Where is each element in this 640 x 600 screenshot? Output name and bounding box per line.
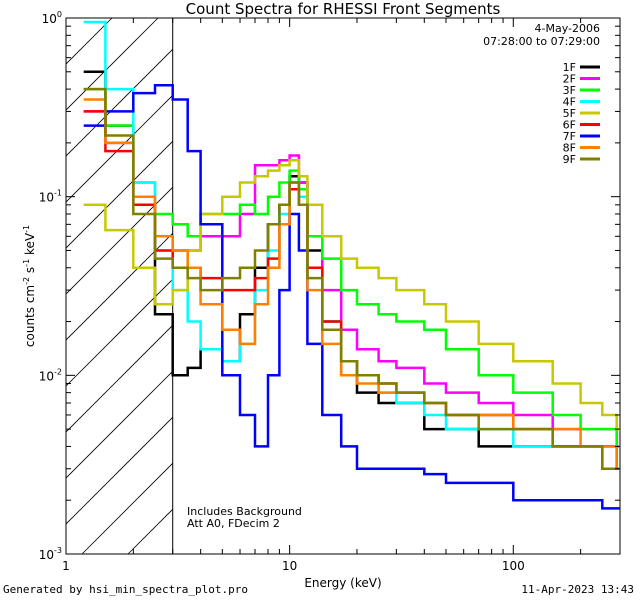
chart-title: Count Spectra for RHESSI Front Segments bbox=[186, 0, 501, 18]
annotation-attenuator: Att A0, FDecim 2 bbox=[187, 517, 280, 530]
legend-label-6f: 6F bbox=[563, 119, 576, 132]
series-line-5f bbox=[83, 158, 620, 431]
footer-generator: Generated by hsi_min_spectra_plot.pro bbox=[3, 583, 249, 596]
legend-label-2f: 2F bbox=[563, 73, 576, 86]
series-line-4f bbox=[83, 20, 620, 471]
legend-label-7f: 7F bbox=[563, 130, 576, 143]
legend-time-range: 07:28:00 to 07:29:00 bbox=[483, 35, 600, 48]
hatch-stroke bbox=[81, 462, 173, 554]
svg-text:counts cm-2 s-1 keV-1: counts cm-2 s-1 keV-1 bbox=[22, 225, 37, 347]
y-tick-label: 10-1 bbox=[39, 189, 62, 205]
legend-label-8f: 8F bbox=[563, 142, 576, 155]
series-lines bbox=[83, 20, 620, 510]
hatch-stroke bbox=[66, 232, 173, 341]
series-line-3f bbox=[83, 87, 620, 448]
hatch-stroke bbox=[66, 370, 173, 479]
hatch-stroke bbox=[66, 94, 173, 203]
hatch-stroke bbox=[66, 140, 173, 249]
series-line-9f bbox=[83, 87, 620, 471]
footer-timestamp: 11-Apr-2023 13:43 bbox=[521, 583, 634, 596]
y-axis: 10-3 10-2 10-1 100 bbox=[39, 10, 620, 562]
legend-label-3f: 3F bbox=[563, 84, 576, 97]
annotation-background: Includes Background bbox=[187, 505, 302, 518]
hatch-stroke bbox=[66, 18, 159, 111]
y-tick-label: 10-2 bbox=[39, 367, 62, 383]
series-line-7f bbox=[83, 84, 620, 510]
x-tick-label: 1 bbox=[62, 559, 70, 573]
series-line-1f bbox=[83, 70, 620, 471]
hatch-stroke bbox=[66, 416, 173, 525]
x-tick-label: 10 bbox=[282, 559, 297, 573]
y-tick-label: 10-3 bbox=[39, 546, 62, 562]
legend: 4-May-2006 07:28:00 to 07:29:00 1F2F3F4F… bbox=[483, 22, 600, 166]
legend-label-5f: 5F bbox=[563, 107, 576, 120]
x-tick-label: 100 bbox=[502, 559, 525, 573]
x-axis: 1 10 100 bbox=[62, 18, 621, 573]
y-tick-label: 100 bbox=[42, 10, 62, 26]
series-line-8f bbox=[83, 98, 620, 471]
legend-date: 4-May-2006 bbox=[535, 22, 600, 35]
x-axis-label: Energy (keV) bbox=[304, 576, 381, 590]
y-axis-label: counts cm-2 s-1 keV-1 bbox=[22, 225, 37, 347]
hatch-stroke bbox=[66, 48, 173, 157]
legend-label-4f: 4F bbox=[563, 96, 576, 109]
legend-label-9f: 9F bbox=[563, 153, 576, 166]
legend-label-1f: 1F bbox=[563, 61, 576, 74]
hatch-stroke bbox=[66, 278, 173, 387]
excluded-energy-hatch bbox=[66, 18, 173, 554]
plot-frame bbox=[65, 17, 621, 555]
hatch-stroke bbox=[66, 324, 173, 433]
hatch-stroke bbox=[66, 186, 173, 295]
series-line-2f bbox=[83, 110, 620, 448]
